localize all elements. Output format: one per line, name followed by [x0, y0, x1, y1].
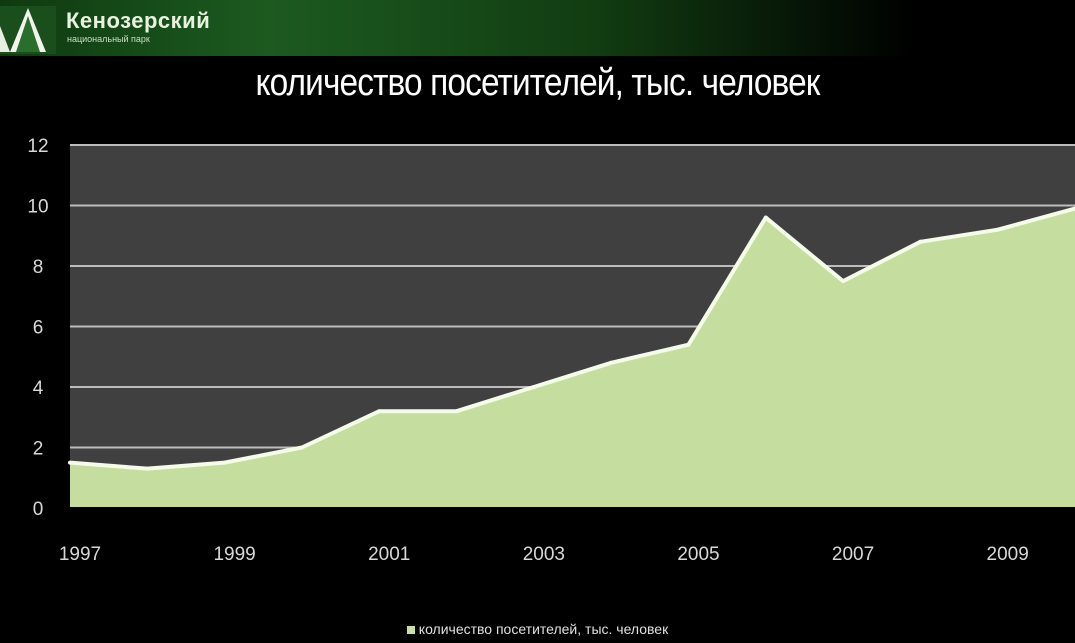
data-point [68, 460, 72, 465]
data-point [222, 460, 227, 465]
data-point [918, 239, 923, 244]
data-point [609, 360, 614, 365]
x-tick-label: 1999 [213, 544, 255, 565]
x-tick-label: 1997 [59, 544, 101, 565]
y-tick-label: 4 [33, 378, 44, 399]
y-tick-label: 10 [27, 197, 48, 218]
brand-name: Кенозерский [66, 8, 211, 33]
chart-title: количество посетителей, тыс. человек [255, 62, 820, 104]
header-band [0, 0, 1075, 56]
data-point [763, 215, 768, 220]
legend-swatch [406, 626, 415, 635]
data-point [299, 445, 304, 450]
x-tick-label: 2005 [677, 544, 719, 565]
series-area [70, 208, 1075, 508]
x-tick-label: 2001 [368, 544, 410, 565]
brand-subtitle: национальный парк [67, 34, 150, 44]
y-tick-label: 8 [33, 257, 44, 278]
y-tick-label: 0 [33, 499, 44, 520]
x-tick-label: 2007 [832, 544, 874, 565]
park-logo-icon [0, 6, 56, 54]
series-line [69, 206, 1075, 471]
data-point [377, 409, 382, 414]
legend-label: количество посетителей, тыс. человек [418, 621, 669, 637]
y-tick-label: 6 [33, 318, 44, 339]
x-tick-label: 2009 [987, 544, 1029, 565]
data-point [995, 227, 1000, 232]
y-tick-label: 2 [33, 439, 44, 460]
data-point [145, 466, 150, 471]
data-point [454, 409, 459, 414]
data-point [841, 279, 846, 284]
data-point [531, 385, 536, 389]
x-tick-label: 2003 [523, 544, 565, 565]
data-point [686, 342, 691, 347]
legend: количество посетителей, тыс. человек [0, 621, 1075, 637]
y-tick-label: 12 [27, 136, 48, 157]
